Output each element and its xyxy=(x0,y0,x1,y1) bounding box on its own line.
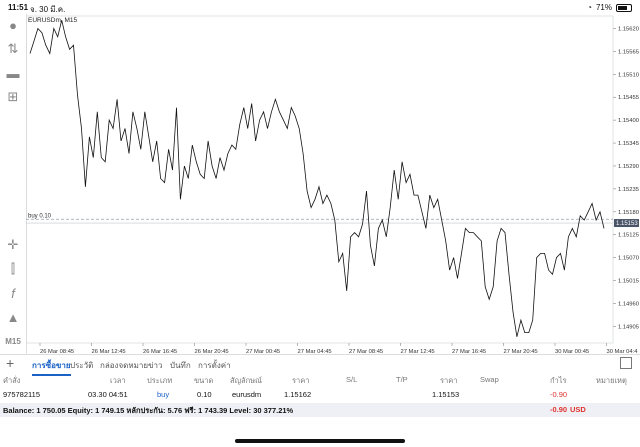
status-bar: 11:51 จ. 30 มี.ค. ◔ 71% xyxy=(0,0,640,14)
wifi-icon: ◔ xyxy=(587,3,592,12)
cell-price: 1.15162 xyxy=(284,390,312,399)
layout-icon[interactable] xyxy=(620,357,632,369)
x-tick-label: 27 Mar 20:45 xyxy=(504,349,538,354)
y-tick-label: 1.15180 xyxy=(618,210,639,216)
col-size: ขนาด xyxy=(194,376,214,385)
objects-icon[interactable]: ▲ xyxy=(6,309,20,325)
col-comment: หมายเหตุ xyxy=(596,376,627,385)
table-header: คำสั่ง เวลา ประเภท ขนาด สัญลักษณ์ ราคา S… xyxy=(0,373,640,385)
price-line xyxy=(29,20,605,337)
battery-icon xyxy=(616,3,632,12)
timeframe-button[interactable]: M15 xyxy=(5,336,21,346)
tab-journal[interactable]: บันทึก xyxy=(170,361,191,370)
home-indicator xyxy=(235,439,405,443)
col-time: เวลา xyxy=(110,376,126,385)
cell-symbol: eurusdm xyxy=(232,390,262,399)
chat-icon[interactable]: ▬ xyxy=(6,65,20,81)
y-tick-label: 1.15510 xyxy=(618,72,639,78)
y-tick-label: 1.15455 xyxy=(618,95,639,101)
col-sl: S/L xyxy=(346,375,358,384)
col-price: ราคา xyxy=(292,376,310,385)
cell-order: 975782115 xyxy=(3,390,40,399)
buy-order-label: buy 0.10 xyxy=(28,213,52,219)
x-tick-label: 30 Mar 00:45 xyxy=(555,349,589,354)
col-order: คำสั่ง xyxy=(3,376,21,385)
x-tick-label: 27 Mar 16:45 xyxy=(452,349,486,354)
col-profit: กำไร xyxy=(550,376,567,385)
tab-history[interactable]: ประวัติ xyxy=(70,361,94,370)
cell-size: 0.10 xyxy=(197,390,212,399)
currency-label: USD xyxy=(570,405,586,414)
y-tick-label: 1.15345 xyxy=(618,141,639,147)
cell-profit: -0.90 xyxy=(550,390,568,399)
col-symbol: สัญลักษณ์ xyxy=(230,376,263,385)
y-tick-label: 1.15235 xyxy=(618,187,639,193)
plot-frame xyxy=(25,15,614,344)
x-tick-label: 27 Mar 00:45 xyxy=(246,349,280,354)
tab-mailbox[interactable]: กล่องจดหมาย xyxy=(100,361,149,370)
status-date: จ. 30 มี.ค. xyxy=(30,5,66,14)
balance-bar: Balance: 1 750.05 Equity: 1 749.15 หลักป… xyxy=(0,403,640,417)
y-tick-label: 1.14905 xyxy=(618,324,639,330)
tab-settings[interactable]: การตั้งค่า xyxy=(198,361,231,370)
chart-toolbar: ● ⇅ ▬ ⊞ ✛ ⫿ f ▲ M15 xyxy=(0,14,27,354)
terminal-tabs: + การซื้อขาย ประวัติ กล่องจดหมาย ข่าว บั… xyxy=(0,354,640,376)
chart-svg[interactable]: EURUSDm, M15 1.15620 1.15565 1.15510 1.1545… xyxy=(25,14,640,355)
y-tick-label: 1.15565 xyxy=(618,49,639,55)
x-tick-label: 26 Mar 16:45 xyxy=(143,349,177,354)
cell-current-price: 1.15153 xyxy=(432,390,460,399)
y-tick-label: 1.15070 xyxy=(618,256,639,262)
bid-price-box xyxy=(614,219,639,228)
col-swap: Swap xyxy=(480,375,499,384)
tab-news[interactable]: ข่าว xyxy=(148,361,163,370)
cell-type: buy xyxy=(157,390,170,399)
y-tick-label: 1.14960 xyxy=(618,301,639,307)
x-tick-label: 27 Mar 12:45 xyxy=(401,349,435,354)
y-tick-label: 1.15125 xyxy=(618,233,639,239)
status-right: ◔ 71% xyxy=(587,3,632,12)
x-tick-label: 27 Mar 04:45 xyxy=(298,349,332,354)
y-tick-label: 1.15290 xyxy=(618,164,639,170)
chart-type-icon[interactable]: ⫿ xyxy=(10,261,16,276)
cell-time: 03.30 04:51 xyxy=(88,390,128,399)
col-type: ประเภท xyxy=(147,376,173,385)
crosshair-icon[interactable]: ✛ xyxy=(7,237,19,252)
y-tick-label: 1.15620 xyxy=(618,26,639,32)
y-tick-label: 1.15400 xyxy=(618,118,639,124)
indicators-icon[interactable]: f xyxy=(11,285,15,301)
balance-summary: Balance: 1 750.05 Equity: 1 749.15 หลักป… xyxy=(3,406,294,415)
tab-trade[interactable]: การซื้อขาย xyxy=(32,361,71,376)
x-tick-label: 26 Mar 12:45 xyxy=(92,349,126,354)
col-tp: T/P xyxy=(396,375,408,384)
col-current-price: ราคา xyxy=(440,376,458,385)
x-tick-label: 26 Mar 08:45 xyxy=(40,349,74,354)
status-time: 11:51 xyxy=(8,3,29,12)
account-icon[interactable]: ● xyxy=(9,17,17,33)
table-row[interactable]: 975782115 03.30 04:51 buy 0.10 eurusdm 1… xyxy=(0,388,640,402)
trade-icon[interactable]: ⇅ xyxy=(7,41,19,56)
add-icon[interactable]: + xyxy=(6,355,15,371)
battery-percent: 71% xyxy=(595,3,612,12)
x-tick-label: 27 Mar 08:45 xyxy=(349,349,383,354)
add-chart-icon[interactable]: ⊞ xyxy=(7,89,19,104)
bid-price-label: 1.15153 xyxy=(616,221,638,227)
price-chart[interactable]: EURUSDm, M15 1.15620 1.15565 1.15510 1.1545… xyxy=(25,14,640,355)
chart-title: EURUSDm, M15 xyxy=(28,17,78,24)
x-tick-label: 26 Mar 20:45 xyxy=(195,349,229,354)
x-tick-label: 30 Mar 04:4 xyxy=(607,349,639,354)
y-tick-label: 1.15015 xyxy=(618,279,639,285)
total-profit: -0.90 xyxy=(550,405,568,414)
